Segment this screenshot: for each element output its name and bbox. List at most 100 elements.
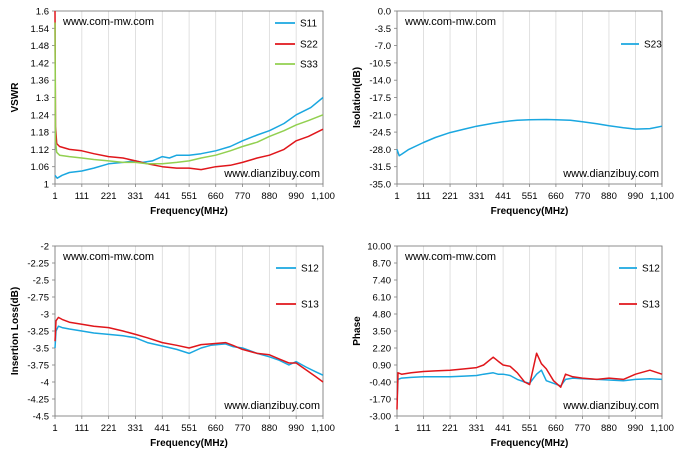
y-axis-title: Isolation(dB) [352, 67, 363, 128]
y-tick-label: 10.00 [367, 242, 391, 253]
y-tick-label: -3.75 [27, 361, 49, 372]
series-line-s13 [54, 316, 324, 383]
y-tick-label: -4 [41, 378, 49, 389]
x-tick-label: 880 [601, 191, 617, 202]
x-tick-label: 990 [628, 191, 644, 202]
x-tick-label: 880 [261, 191, 277, 202]
x-tick-label: 1 [52, 423, 57, 434]
x-tick-label: 880 [601, 423, 617, 434]
watermark-bottom: www.dianzibuy.com [562, 168, 659, 180]
legend-label-s13: S13 [642, 300, 660, 311]
chart-3: 1 111 221 331 441 551 660 770 880 990 1,100-4.5-4.… [10, 242, 335, 450]
y-tick-label: -28.0 [369, 145, 391, 156]
y-tick-label: 1.12 [31, 145, 50, 156]
y-tick-label: 3.50 [373, 327, 392, 338]
x-tick-label: 1 [394, 423, 399, 434]
x-axis-title: Frequency(MHz) [150, 206, 228, 217]
x-tick-label: 441 [154, 423, 170, 434]
x-tick-label: 770 [235, 423, 251, 434]
y-tick-label: 0.0 [378, 7, 391, 18]
x-tick-label: 660 [548, 191, 564, 202]
y-tick-label: 1.3 [36, 93, 49, 104]
x-tick-label: 1,100 [311, 191, 335, 202]
x-tick-label: 331 [128, 423, 144, 434]
series-line-s23 [396, 118, 663, 157]
x-tick-label: 1 [394, 191, 399, 202]
y-tick-label: -2 [41, 242, 49, 253]
x-tick-label: 1,100 [311, 423, 335, 434]
legend-label-s12: S12 [301, 264, 319, 275]
chart-2: 1 111 221 331 441 551 660 770 880 990 1,100-35.0-3… [352, 7, 674, 218]
x-tick-label: 990 [288, 423, 304, 434]
y-tick-label: -7.0 [375, 41, 391, 52]
x-tick-label: 331 [469, 423, 485, 434]
x-tick-label: 660 [208, 423, 224, 434]
series-line-s12 [54, 325, 324, 376]
x-tick-label: 990 [288, 191, 304, 202]
x-tick-label: 111 [416, 191, 430, 202]
x-tick-label: 1 [52, 191, 57, 202]
x-tick-label: 111 [416, 423, 430, 434]
watermark-top: www.com-mw.com [404, 16, 496, 28]
y-tick-label: -3.00 [369, 412, 391, 423]
x-tick-label: 770 [235, 191, 251, 202]
y-tick-label: 7.40 [373, 276, 392, 287]
y-tick-label: -10.5 [369, 58, 391, 69]
x-axis-title: Frequency(MHz) [491, 206, 569, 217]
legend-label-s23: S23 [644, 40, 662, 51]
y-tick-label: -35.0 [369, 180, 391, 191]
x-tick-label: 880 [261, 423, 277, 434]
legend-label-s13: S13 [301, 300, 319, 311]
y-tick-label: -17.5 [369, 93, 391, 104]
y-tick-label: -21.0 [369, 110, 391, 121]
x-tick-label: 660 [548, 423, 564, 434]
plot-border [396, 245, 663, 417]
x-tick-label: 221 [101, 423, 117, 434]
y-tick-label: 1 [44, 180, 49, 191]
y-tick-label: -24.5 [369, 128, 391, 139]
watermark-bottom: www.dianzibuy.com [562, 400, 659, 412]
y-tick-label: -4.25 [27, 395, 49, 406]
y-tick-label: -3 [41, 310, 49, 321]
x-tick-label: 551 [181, 423, 197, 434]
x-tick-label: 441 [154, 191, 170, 202]
chart-4: 1 111 221 331 441 551 660 770 880 990 1,100-3.00-1… [352, 242, 674, 450]
y-tick-label: 1.24 [31, 110, 50, 121]
series-line-s22 [54, 10, 324, 171]
y-tick-label: -1.70 [369, 395, 391, 406]
x-tick-label: 111 [75, 191, 89, 202]
x-tick-label: 441 [495, 423, 511, 434]
x-tick-label: 221 [442, 423, 458, 434]
y-tick-label: -2.75 [27, 293, 49, 304]
x-tick-label: 221 [101, 191, 117, 202]
x-tick-label: 551 [181, 191, 197, 202]
y-tick-label: 1.36 [31, 76, 50, 87]
x-axis-title: Frequency(MHz) [150, 438, 228, 449]
y-tick-label: 1.18 [31, 128, 50, 139]
y-tick-label: 0.90 [373, 361, 392, 372]
y-tick-label: -3.25 [27, 327, 49, 338]
watermark-bottom: www.dianzibuy.com [223, 400, 320, 412]
x-tick-label: 1,100 [650, 423, 674, 434]
series-line-s13 [396, 352, 663, 410]
y-tick-label: -2.25 [27, 259, 49, 270]
y-tick-label: -0.40 [369, 378, 391, 389]
y-axis-title: Insertion Loss(dB) [10, 287, 21, 375]
y-tick-label: 1.6 [36, 7, 49, 18]
y-tick-label: -2.5 [33, 276, 49, 287]
y-tick-label: 2.20 [373, 344, 392, 355]
legend-label-s33: S33 [300, 60, 318, 71]
x-axis-title: Frequency(MHz) [491, 438, 569, 449]
y-tick-label: 6.10 [373, 293, 392, 304]
y-tick-label: 1.54 [31, 24, 50, 35]
y-tick-label: -31.5 [369, 162, 391, 173]
x-tick-label: 660 [208, 191, 224, 202]
x-tick-label: 111 [75, 423, 89, 434]
y-axis-title: VSWR [10, 82, 21, 113]
watermark-bottom: www.dianzibuy.com [223, 168, 320, 180]
x-tick-label: 331 [469, 191, 485, 202]
x-tick-label: 990 [628, 423, 644, 434]
x-tick-label: 770 [574, 423, 590, 434]
